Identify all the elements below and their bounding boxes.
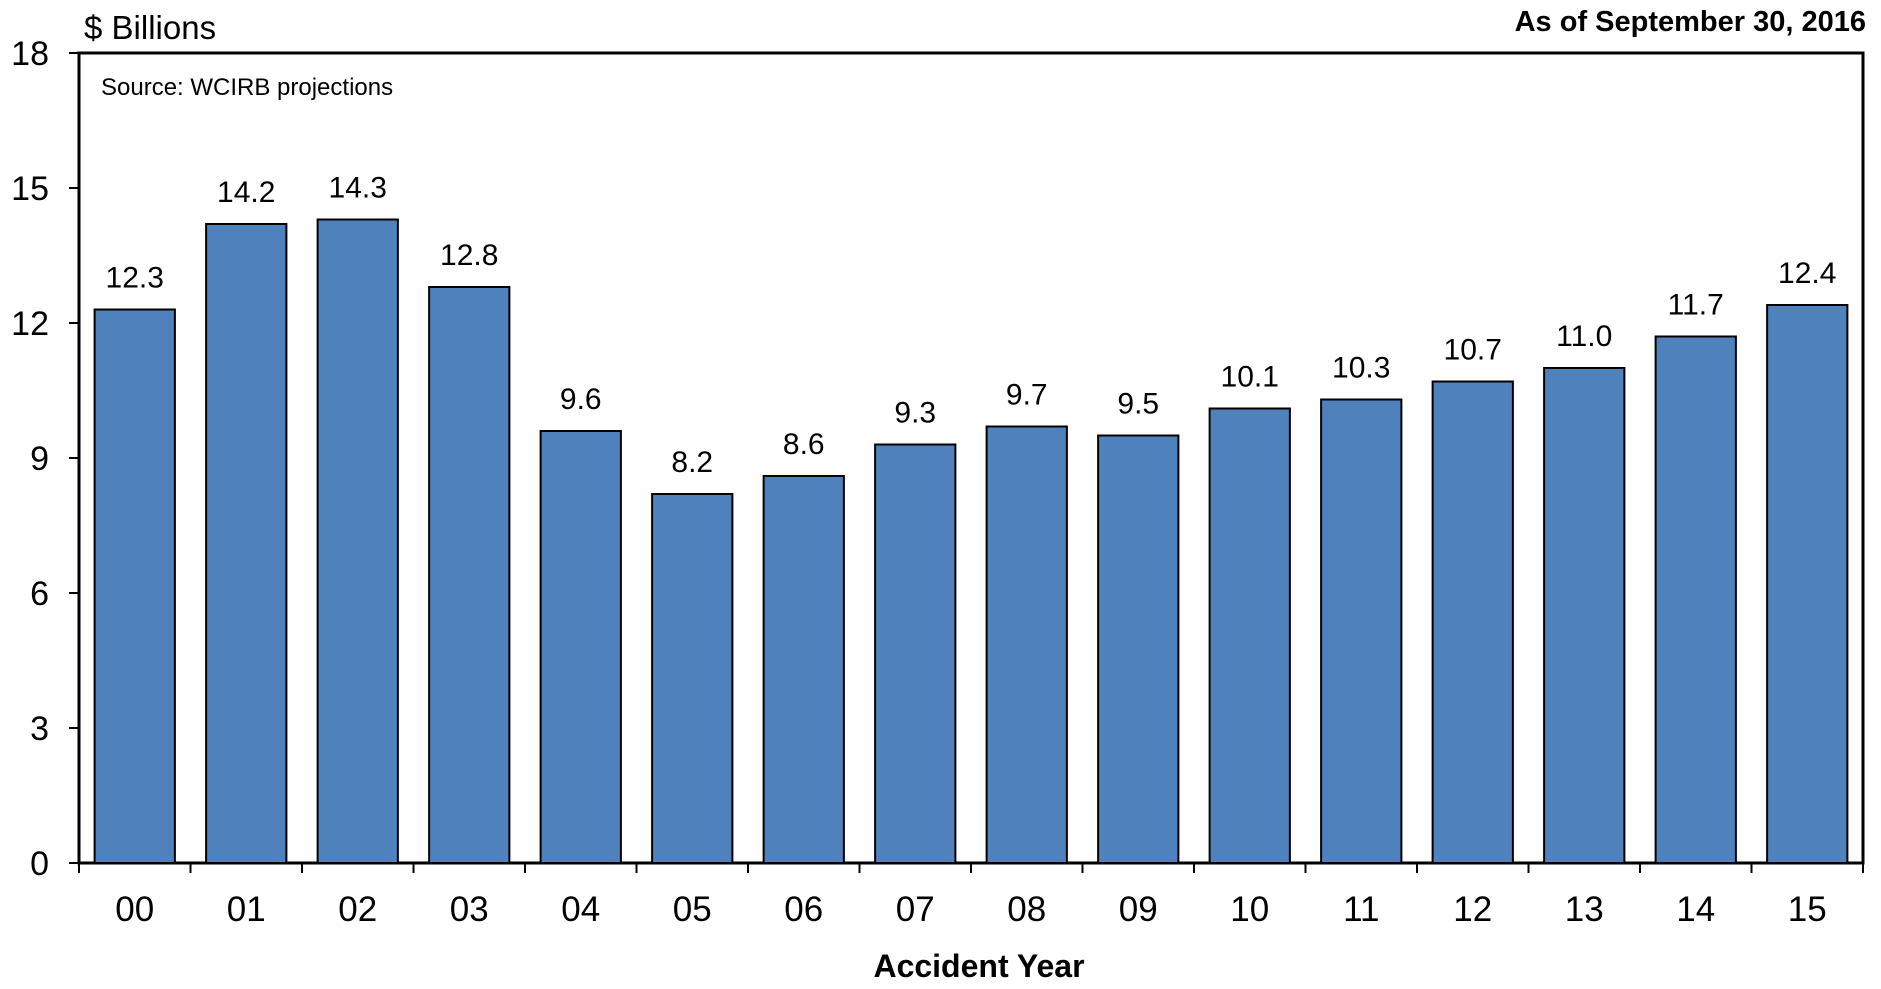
data-label-08: 9.7	[1006, 379, 1048, 412]
x-tick-label-15: 15	[1788, 890, 1827, 929]
bar-06	[762, 475, 845, 864]
x-tick-label-11: 11	[1343, 890, 1379, 929]
bar-10	[1208, 407, 1291, 864]
data-label-03: 12.8	[440, 239, 498, 272]
bars-group	[93, 218, 1849, 864]
data-label-14: 11.7	[1668, 289, 1724, 322]
data-label-00: 12.3	[106, 262, 164, 295]
data-label-11: 10.3	[1332, 352, 1390, 385]
y-tick-label: 3	[30, 710, 49, 748]
x-tick-label-12: 12	[1453, 890, 1492, 929]
data-label-13: 11.0	[1556, 320, 1612, 353]
y-axis: 0 3 6 9 12 15 18	[11, 35, 79, 883]
y-tick-label: 12	[11, 305, 49, 343]
data-label-02: 14.3	[329, 172, 387, 205]
bar-08	[985, 425, 1068, 864]
data-label-06: 8.6	[783, 428, 825, 461]
bar-05	[651, 493, 734, 864]
data-label-04: 9.6	[560, 383, 602, 416]
x-tick-label-00: 00	[115, 890, 154, 929]
bar-01	[205, 223, 288, 864]
x-tick-label-04: 04	[561, 890, 600, 929]
x-tick-label-14: 14	[1676, 890, 1715, 929]
bar-09	[1097, 434, 1180, 864]
x-tick-label-09: 09	[1119, 890, 1158, 929]
data-labels-group: 12.3 14.2 14.3 12.8 9.6 8.2 8.6 9.3 9.7 9.5 10.1 10…	[106, 172, 1837, 480]
bar-00	[93, 308, 176, 864]
x-tick-label-07: 07	[896, 890, 935, 929]
y-tick-label: 0	[30, 845, 49, 883]
x-axis: 00 01 02 03 04 05 06 07 08 09 10 11 12 13 14 15	[78, 863, 1864, 929]
bar-12	[1431, 380, 1514, 864]
x-axis-label: Accident Year	[873, 948, 1084, 984]
data-label-15: 12.4	[1778, 257, 1836, 290]
data-label-07: 9.3	[894, 397, 936, 430]
bar-13	[1543, 367, 1626, 864]
y-axis-label: $ Billions	[84, 9, 216, 46]
y-tick-label: 6	[30, 575, 49, 613]
bar-11	[1320, 398, 1403, 864]
source-note: Source: WCIRB projections	[101, 74, 393, 101]
bar-07	[874, 443, 957, 864]
data-label-12: 10.7	[1444, 334, 1502, 367]
bar-04	[539, 430, 622, 864]
data-label-10: 10.1	[1221, 361, 1279, 394]
y-tick-label: 15	[11, 170, 49, 208]
bar-14	[1654, 335, 1737, 864]
x-tick-label-10: 10	[1230, 890, 1269, 929]
data-label-05: 8.2	[671, 446, 713, 479]
x-tick-label-06: 06	[784, 890, 823, 929]
x-tick-label-01: 01	[227, 890, 266, 929]
y-tick-label: 18	[11, 35, 49, 73]
bar-15	[1766, 304, 1849, 864]
x-tick-label-03: 03	[450, 890, 489, 929]
data-label-01: 14.2	[217, 176, 275, 209]
bar-02	[316, 218, 399, 864]
x-tick-label-13: 13	[1565, 890, 1604, 929]
bar-03	[428, 286, 511, 864]
data-label-09: 9.5	[1117, 388, 1159, 421]
x-tick-label-08: 08	[1007, 890, 1046, 929]
y-tick-label: 9	[30, 440, 49, 478]
as-of-date: As of September 30, 2016	[1515, 6, 1866, 38]
x-tick-label-02: 02	[338, 890, 377, 929]
x-tick-label-05: 05	[673, 890, 712, 929]
